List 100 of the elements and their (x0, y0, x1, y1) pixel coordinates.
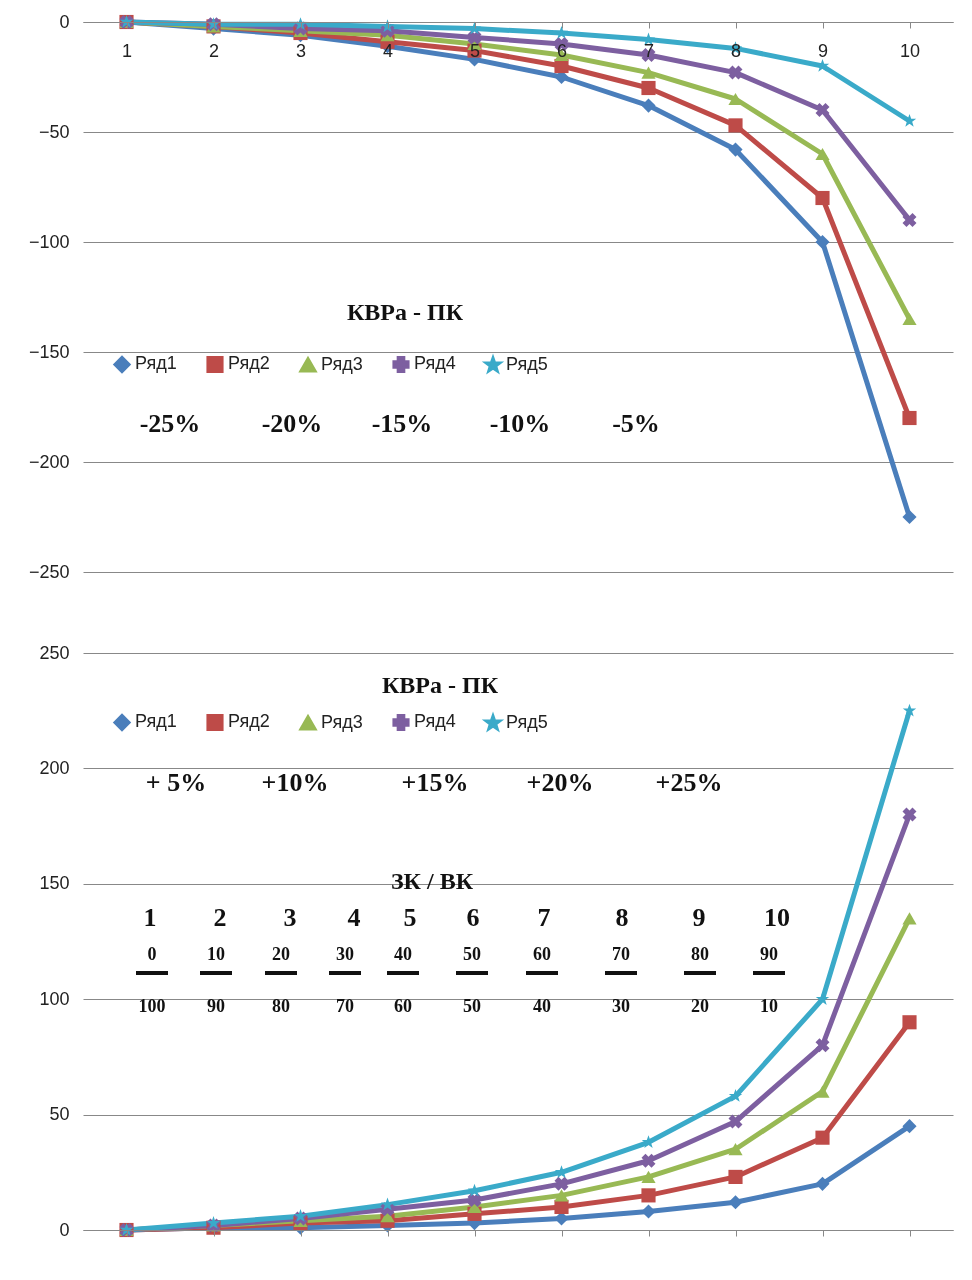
annotation: 50 (463, 996, 481, 1016)
x-tick-label: 1 (121, 40, 133, 61)
point (641, 1188, 656, 1203)
legend-label: Ряд4 (414, 353, 456, 374)
y-tick-label: 0 (59, 11, 70, 32)
annotation: -20% (261, 409, 323, 438)
point (728, 1089, 743, 1102)
point (641, 1170, 656, 1184)
annotation: 80 (691, 944, 709, 964)
point (293, 1209, 308, 1222)
point (902, 213, 917, 227)
annotation: 1 (143, 903, 157, 932)
point (554, 1189, 569, 1202)
point (815, 1130, 830, 1145)
annotation: 9 (692, 903, 706, 932)
annotation: КВРа - ПК (346, 299, 464, 325)
x-tick-label: 9 (817, 40, 829, 61)
annotation: 20 (272, 944, 290, 964)
annotation: 4 (347, 903, 361, 932)
annotation: 6 (466, 903, 480, 932)
point (728, 142, 743, 157)
annotation: ЗК / ВК (390, 868, 474, 894)
annotation: 8 (615, 903, 629, 932)
point (815, 234, 830, 250)
y-tick-label: −100 (28, 231, 70, 252)
point (728, 65, 743, 80)
annotation: 60 (394, 996, 412, 1016)
annotation: КВРа - ПК (381, 672, 499, 698)
point (815, 103, 830, 117)
point (728, 1114, 743, 1129)
legend-label: Ряд2 (228, 711, 270, 732)
annotation: -10% (489, 409, 551, 438)
point (902, 312, 917, 326)
point (728, 92, 743, 106)
point (815, 1038, 830, 1053)
y-tick-label: −250 (28, 561, 70, 582)
annotation: 90 (760, 944, 778, 964)
point (554, 25, 569, 39)
annotation: 20 (691, 996, 709, 1016)
legend-label: Ряд4 (414, 711, 456, 732)
annotation: 10 (764, 903, 790, 932)
y-tick-label: 100 (39, 988, 70, 1009)
point (902, 1015, 917, 1030)
x-tick-label: 2 (208, 40, 220, 61)
annotation: +15% (401, 768, 469, 797)
point (902, 807, 917, 822)
annotation: 50 (463, 944, 481, 964)
annotation: +20% (526, 768, 594, 797)
point (902, 703, 917, 717)
point (902, 113, 917, 127)
point (902, 1119, 917, 1134)
annotation: 10 (207, 944, 225, 964)
point (728, 118, 743, 133)
annotation: 80 (272, 996, 290, 1016)
annotation: 2 (213, 903, 227, 932)
legend-label: Ряд2 (228, 353, 270, 374)
legend-label: Ряд1 (135, 353, 177, 374)
annotation: -25% (139, 409, 201, 438)
point (380, 19, 395, 33)
point (728, 1195, 743, 1210)
annotation: 60 (533, 944, 551, 964)
y-tick-label: 0 (59, 1219, 70, 1240)
legend-label: Ряд3 (321, 711, 363, 732)
annotation: 70 (336, 996, 354, 1016)
annotation: 3 (283, 903, 297, 932)
legend-label: Ряд5 (506, 712, 548, 733)
legend-label: Ряд1 (135, 711, 177, 732)
annotation: + 5% (145, 768, 207, 797)
y-tick-label: −200 (28, 451, 70, 472)
annotation: -15% (371, 409, 433, 438)
y-tick-label: 50 (49, 1104, 70, 1125)
point (815, 1176, 830, 1191)
annotation: 40 (394, 944, 412, 964)
point (815, 992, 830, 1005)
point (728, 1169, 743, 1184)
y-tick-label: 150 (39, 873, 70, 894)
point (641, 1204, 656, 1219)
legend-label: Ряд3 (321, 353, 363, 374)
annotation: 100 (138, 996, 166, 1016)
point (467, 1193, 482, 1207)
point (554, 1176, 569, 1191)
point (641, 1153, 656, 1168)
point (815, 147, 830, 161)
annotation: 5 (403, 903, 417, 932)
point (728, 1143, 743, 1156)
annotation: 0 (147, 944, 157, 964)
y-tick-label: 200 (39, 757, 70, 778)
y-tick-label: 250 (39, 642, 70, 663)
x-tick-label: 3 (295, 40, 307, 61)
point (641, 80, 656, 96)
annotation: 7 (537, 903, 551, 932)
x-tick-label: 10 (899, 40, 921, 61)
annotation: 30 (612, 996, 630, 1016)
annotation: -5% (612, 409, 660, 438)
annotation: +25% (655, 768, 723, 797)
annotation: 10 (760, 996, 778, 1016)
legend-label: Ряд5 (506, 354, 548, 375)
y-tick-label: −150 (28, 341, 70, 362)
point (902, 410, 917, 426)
annotation: 30 (336, 944, 354, 964)
